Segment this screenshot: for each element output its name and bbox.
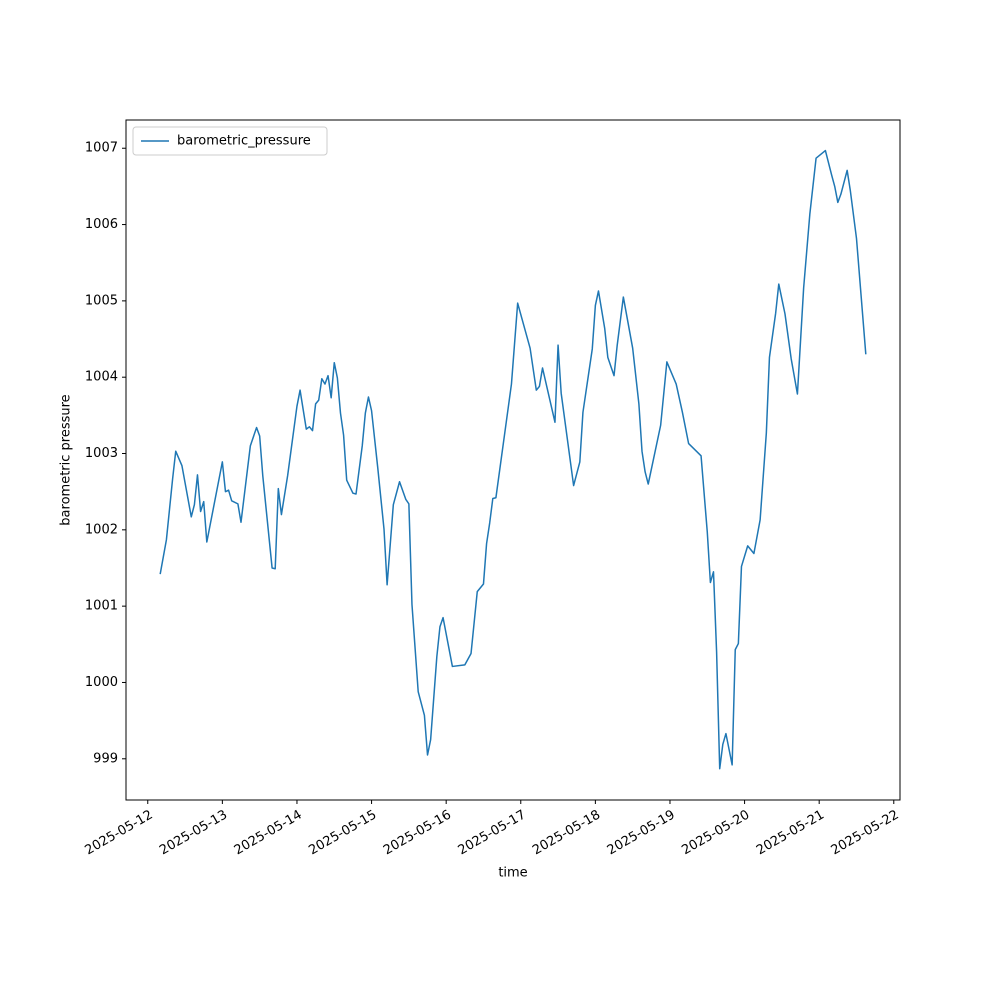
plot-frame xyxy=(125,119,901,801)
legend-box xyxy=(132,126,328,156)
x-axis-label: time xyxy=(498,866,527,881)
legend-label: barometric_pressure xyxy=(177,134,311,149)
y-tick-label: 1000 xyxy=(85,675,118,690)
y-tick-label: 1001 xyxy=(85,599,118,614)
y-tick-label: 1002 xyxy=(85,522,118,537)
legend: barometric_pressure xyxy=(132,126,328,156)
y-tick-label: 1006 xyxy=(85,217,118,232)
line-series xyxy=(159,149,867,770)
y-tick-label: 999 xyxy=(93,751,118,766)
y-tick-label: 1007 xyxy=(85,141,118,156)
y-tick-label: 1003 xyxy=(85,446,118,461)
y-tick-label: 1005 xyxy=(85,293,118,308)
y-axis-label: barometric pressure xyxy=(59,394,74,525)
y-tick-label: 1004 xyxy=(85,370,118,385)
